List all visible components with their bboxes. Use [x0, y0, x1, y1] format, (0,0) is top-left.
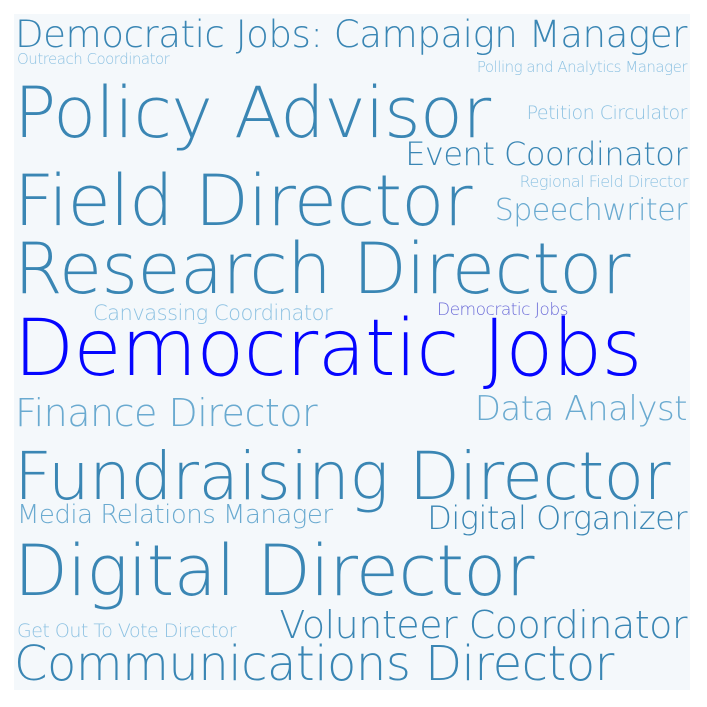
word-campaign-manager: Democratic Jobs: Campaign Manager: [15, 14, 687, 56]
word-regional-field-director: Regional Field Director: [519, 172, 689, 191]
word-fundraising-director: Fundraising Director: [14, 438, 671, 515]
word-gotv-director: Get Out To Vote Director: [17, 620, 237, 642]
word-speechwriter: Speechwriter: [494, 193, 688, 228]
word-communications-director: Communications Director: [14, 636, 614, 690]
word-canvassing-coordinator: Canvassing Coordinator: [93, 301, 333, 325]
word-democratic-jobs-main: Democratic Jobs: [14, 304, 642, 394]
word-polling-manager: Polling and Analytics Manager: [476, 58, 688, 76]
word-cloud-panel: Democratic Jobs: Campaign Manager Outrea…: [14, 14, 690, 690]
word-petition-circulator: Petition Circulator: [526, 102, 688, 124]
word-outreach-coordinator: Outreach Coordinator: [17, 50, 170, 68]
word-data-analyst: Data Analyst: [474, 389, 688, 429]
word-field-director: Field Director: [14, 160, 473, 242]
word-volunteer-coordinator: Volunteer Coordinator: [279, 603, 687, 647]
word-digital-organizer: Digital Organizer: [427, 499, 687, 537]
word-digital-director: Digital Director: [14, 530, 535, 612]
word-policy-advisor: Policy Advisor: [14, 72, 491, 154]
word-research-director: Research Director: [14, 228, 631, 310]
word-media-relations-manager: Media Relations Manager: [17, 500, 333, 530]
word-democratic-jobs-small: Democratic Jobs: [437, 300, 568, 320]
word-finance-director: Finance Director: [15, 391, 318, 435]
word-event-coordinator: Event Coordinator: [405, 135, 687, 173]
